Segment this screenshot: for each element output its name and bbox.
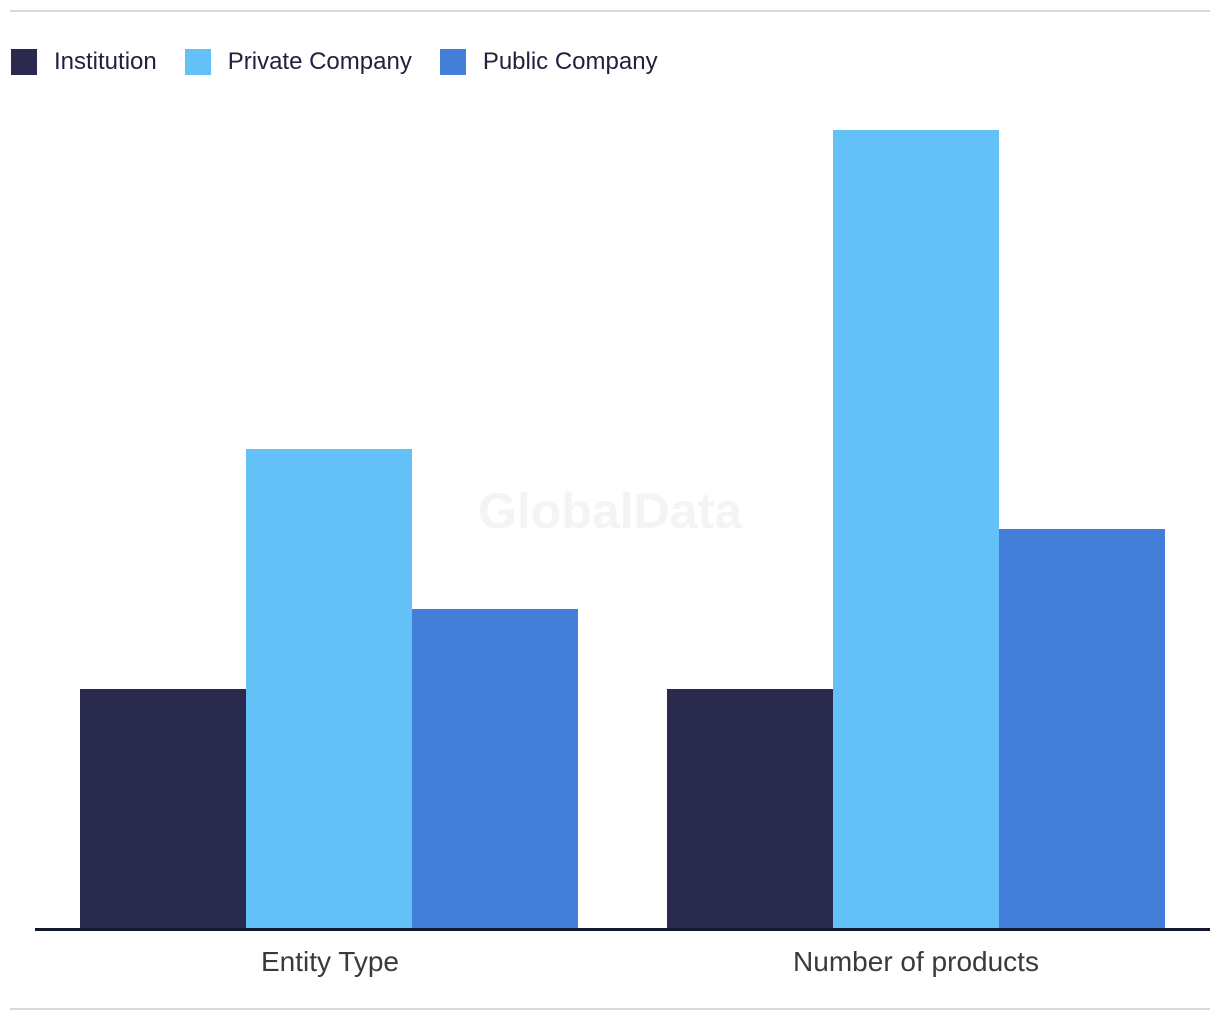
legend: Institution Private Company Public Compa… <box>11 49 658 75</box>
legend-item-public-company[interactable]: Public Company <box>439 48 658 75</box>
legend-swatch-public-company <box>439 49 466 75</box>
bar-institution-entity-type[interactable] <box>80 689 246 928</box>
legend-swatch-institution <box>11 49 37 75</box>
legend-label-public-company: Public Company <box>482 48 658 75</box>
top-divider <box>10 10 1210 12</box>
x-axis-label-entity-type: Entity Type <box>260 946 400 977</box>
legend-label-institution: Institution <box>54 48 157 75</box>
legend-item-private-company[interactable]: Private Company <box>184 48 412 75</box>
bar-institution-number-of-products[interactable] <box>667 689 833 928</box>
bar-public-company-number-of-products[interactable] <box>999 529 1165 928</box>
bottom-divider <box>10 1008 1210 1010</box>
bar-private-company-number-of-products[interactable] <box>833 130 999 928</box>
x-axis-label-number-of-products: Number of products <box>793 946 1039 977</box>
x-axis-line <box>35 928 1210 931</box>
bar-public-company-entity-type[interactable] <box>412 609 578 928</box>
legend-label-private-company: Private Company <box>227 48 412 75</box>
legend-swatch-private-company <box>184 49 211 75</box>
bar-private-company-entity-type[interactable] <box>246 449 412 928</box>
legend-item-institution[interactable]: Institution <box>11 49 157 75</box>
